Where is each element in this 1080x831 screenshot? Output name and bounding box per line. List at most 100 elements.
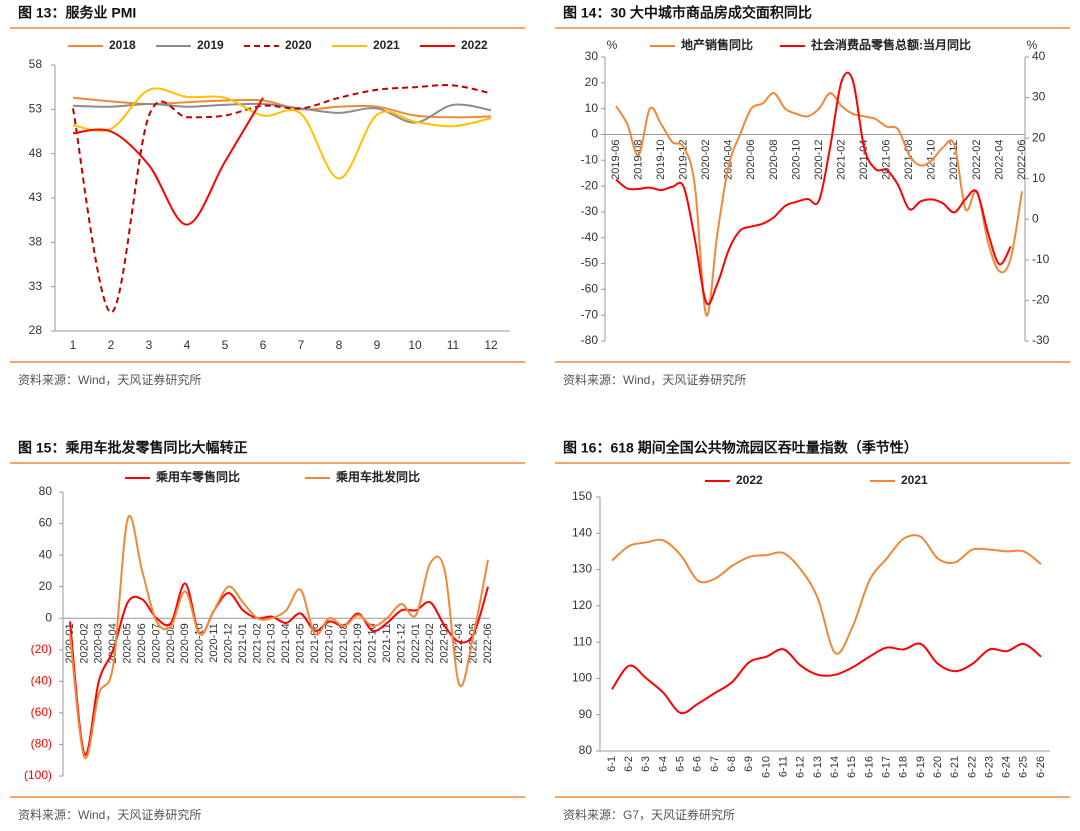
y-tick-label: 48 xyxy=(29,146,43,160)
y-tick-label: 0 xyxy=(45,610,52,624)
x-tick-label: 2021-01 xyxy=(237,623,249,663)
x-tick-label: 2022-03 xyxy=(439,623,451,663)
x-tick-label: 6-14 xyxy=(829,756,841,778)
x-tick-label: 2022-02 xyxy=(971,139,983,179)
x-tick-label: 2020-03 xyxy=(93,623,105,663)
x-tick-label: 2022-01 xyxy=(410,623,422,663)
y-tick-label: 140 xyxy=(572,525,592,539)
x-tick-label: 6-13 xyxy=(812,756,824,778)
x-tick-label: 6-7 xyxy=(709,756,721,772)
y-tick-label: 120 xyxy=(572,598,592,612)
x-tick-label: 1 xyxy=(70,338,77,352)
figure-title: 图 15：乘用车批发零售同比大幅转正 xyxy=(18,440,247,456)
x-tick-label: 6-9 xyxy=(743,756,755,772)
y-tick-label: -20 xyxy=(581,178,599,192)
y-unit: % xyxy=(607,38,618,52)
x-tick-label: 2019-10 xyxy=(655,139,667,179)
series-line xyxy=(611,534,1042,655)
x-tick-label: 2022-04 xyxy=(993,139,1005,179)
y-tick-label: -80 xyxy=(581,333,599,347)
y-tick-label: 20 xyxy=(39,579,53,593)
source: 资料来源：G7，天风证券研究所 xyxy=(563,807,735,822)
series-line xyxy=(69,582,489,756)
x-tick-label: 6-12 xyxy=(795,756,807,778)
legend-label: 2020 xyxy=(285,38,312,52)
x-tick-label: 6-26 xyxy=(1035,756,1047,778)
series-line xyxy=(611,642,1042,715)
x-tick-label: 6-18 xyxy=(898,756,910,778)
x-tick-label: 7 xyxy=(298,338,305,352)
y-tick-label: 40 xyxy=(39,547,53,561)
y-tick-label: 110 xyxy=(573,634,592,648)
series-line xyxy=(615,71,1012,306)
x-tick-label: 2020-10 xyxy=(194,623,206,663)
x-tick-label: 11 xyxy=(447,338,460,352)
x-tick-label: 2020-06 xyxy=(745,139,757,179)
x-tick-label: 6-2 xyxy=(623,756,635,772)
y-tick-label: (100) xyxy=(24,768,52,782)
legend-label: 地产销售同比 xyxy=(681,37,753,52)
x-tick-label: 6-3 xyxy=(640,756,652,772)
y-tick-label: 100 xyxy=(572,671,592,685)
series-line xyxy=(72,87,492,180)
x-tick-label: 10 xyxy=(408,338,422,352)
x-tick-label: 2 xyxy=(108,338,115,352)
source: 资料来源：Wind，天风证券研究所 xyxy=(18,372,201,387)
x-tick-label: 8 xyxy=(336,338,343,352)
x-tick-label: 2020-07 xyxy=(150,623,162,663)
y-tick-label: 58 xyxy=(29,57,43,71)
y-tick-label: 43 xyxy=(29,190,43,204)
y-tick-label: (60) xyxy=(31,705,52,719)
x-tick-label: 6-16 xyxy=(863,756,875,778)
x-tick-label: 2022-06 xyxy=(1016,139,1028,179)
x-tick-label: 2020-02 xyxy=(78,623,90,663)
x-tick-label: 2020-08 xyxy=(768,139,780,179)
x-tick-label: 12 xyxy=(484,338,498,352)
y2-tick-label: 0 xyxy=(1032,211,1039,225)
legend-label: 社会消费品零售总额:当月同比 xyxy=(810,37,971,52)
series-line xyxy=(72,84,492,314)
x-tick-label: 2021-11 xyxy=(381,623,393,663)
x-tick-label: 4 xyxy=(184,338,191,352)
x-tick-label: 2021-04 xyxy=(858,139,870,179)
x-tick-label: 2022-02 xyxy=(424,623,436,663)
x-tick-label: 9 xyxy=(374,338,381,352)
x-tick-label: 6-5 xyxy=(675,756,687,772)
y-tick-label: 80 xyxy=(39,484,53,498)
x-tick-label: 2021-03 xyxy=(266,623,278,663)
x-tick-label: 2020-11 xyxy=(208,623,220,663)
series-line xyxy=(615,92,1023,317)
x-tick-label: 2021-05 xyxy=(295,623,307,663)
legend-label: 2019 xyxy=(197,38,224,52)
y-tick-label: -50 xyxy=(581,256,599,270)
y2-tick-label: 10 xyxy=(1032,171,1046,185)
x-tick-label: 6-25 xyxy=(1018,756,1030,778)
y2-tick-label: 40 xyxy=(1032,49,1046,63)
y2-unit: % xyxy=(1027,38,1038,52)
x-tick-label: 2021-12 xyxy=(395,623,407,663)
y-tick-label: (80) xyxy=(31,737,52,751)
x-tick-label: 2020-10 xyxy=(790,139,802,179)
x-tick-label: 6-21 xyxy=(949,756,961,778)
legend-label: 乘用车批发同比 xyxy=(335,469,420,484)
y-tick-label: -60 xyxy=(581,282,599,296)
y2-tick-label: 30 xyxy=(1032,90,1046,104)
x-tick-label: 2020-12 xyxy=(813,139,825,179)
y2-tick-label: 20 xyxy=(1032,130,1046,144)
x-tick-label: 6-1 xyxy=(606,756,618,772)
x-tick-label: 6-20 xyxy=(932,756,944,778)
source: 资料来源：Wind，天风证券研究所 xyxy=(563,372,746,387)
y-tick-label: (20) xyxy=(31,642,52,656)
series-line xyxy=(69,514,489,760)
x-tick-label: 6-6 xyxy=(692,756,704,772)
x-tick-label: 2020-06 xyxy=(136,623,148,663)
legend-label: 2021 xyxy=(373,38,400,52)
y-tick-label: 38 xyxy=(29,235,43,249)
figure-title: 图 13：服务业 PMI xyxy=(18,5,136,21)
x-tick-label: 2021-09 xyxy=(352,623,364,663)
x-tick-label: 2021-12 xyxy=(948,139,960,179)
y-tick-label: 53 xyxy=(29,102,43,116)
figure-title: 图 16：618 期间全国公共物流园区吞吐量指数（季节性） xyxy=(563,440,918,456)
series-line xyxy=(72,97,264,226)
